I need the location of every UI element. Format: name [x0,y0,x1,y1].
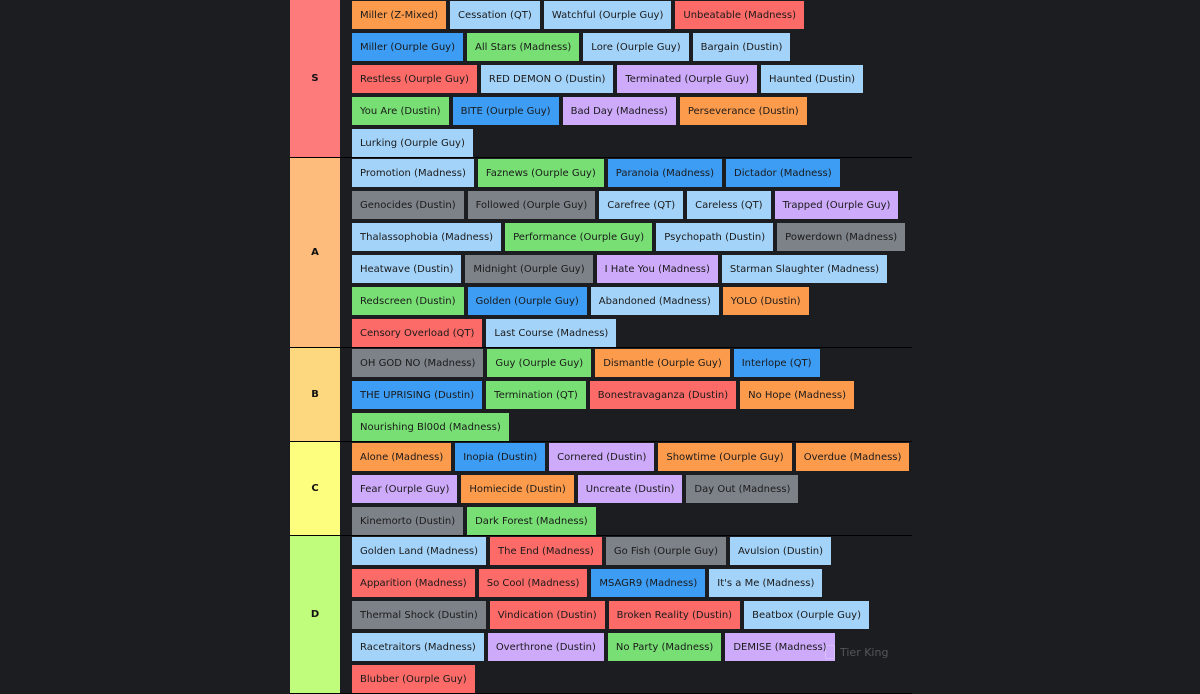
tier-item[interactable]: Terminated (Ourple Guy) [617,65,758,93]
tier-item[interactable]: Overthrone (Dustin) [487,633,604,661]
tier-item[interactable]: Powerdown (Madness) [777,223,906,251]
tier-item[interactable]: Dismantle (Ourple Guy) [595,349,730,377]
tier-item[interactable]: Midnight (Ourple Guy) [465,255,593,283]
tier-item[interactable]: Promotion (Madness) [352,159,474,187]
tier-item[interactable]: Perseverance (Dustin) [679,97,807,125]
tier-item[interactable]: Kinemorto (Dustin) [352,507,464,535]
tier-item[interactable]: BITE (Ourple Guy) [452,97,559,125]
tier-item[interactable]: Unbeatable (Madness) [675,1,804,29]
tier-item[interactable]: Carefree (QT) [599,191,684,219]
tier-item[interactable]: Termination (QT) [486,381,586,409]
tier-item[interactable]: Racetraitors (Madness) [352,633,484,661]
tier-item[interactable]: No Hope (Madness) [740,381,855,409]
tier-item[interactable]: Bad Day (Madness) [562,97,676,125]
tier-item[interactable]: Abandoned (Madness) [590,287,719,315]
tier-item[interactable]: Dark Forest (Madness) [467,507,596,535]
tier-label[interactable]: B [290,348,340,441]
tier-item[interactable]: Broken Reality (Dustin) [608,601,741,629]
tier-item[interactable]: MSAGR9 (Madness) [591,569,706,597]
tier-item[interactable]: Genocides (Dustin) [352,191,464,219]
tier-item[interactable]: Psychopath (Dustin) [656,223,774,251]
tier-item[interactable]: Careless (QT) [687,191,771,219]
tier-item[interactable]: Bonestravaganza (Dustin) [589,381,737,409]
tier-item[interactable]: Lurking (Ourple Guy) [352,129,473,157]
tier-item[interactable]: Uncreate (Dustin) [577,475,683,503]
tier-item[interactable]: Censory Overload (QT) [352,319,483,347]
tier-item[interactable]: Restless (Ourple Guy) [352,65,477,93]
tier-item[interactable]: Beatbox (Ourple Guy) [744,601,869,629]
tier-item[interactable]: Guy (Ourple Guy) [487,349,592,377]
tier-item[interactable]: Faznews (Ourple Guy) [477,159,604,187]
tier-item[interactable]: Overdue (Madness) [795,443,910,471]
tier-label[interactable]: C [290,442,340,535]
tier-item[interactable]: Heatwave (Dustin) [352,255,462,283]
watermark: Tier King [825,645,888,659]
tier-item[interactable]: Inopia (Dustin) [455,443,546,471]
tier-item[interactable]: Redscreen (Dustin) [352,287,464,315]
tier-items: Promotion (Madness) Faznews (Ourple Guy) P… [340,158,912,347]
tier-label[interactable]: D [290,536,340,693]
tier-items: Miller (Z-Mixed) Cessation (QT) Watchful (… [340,0,912,157]
tier-item[interactable]: Homiecide (Dustin) [461,475,574,503]
tier-item[interactable]: Avulsion (Dustin) [730,537,831,565]
tier-label[interactable]: S [290,0,340,157]
tier-item[interactable]: Lore (Ourple Guy) [583,33,689,61]
tier-item[interactable]: Starman Slaughter (Madness) [721,255,888,283]
tier-item[interactable]: Apparition (Madness) [352,569,475,597]
tier-item[interactable]: Bargain (Dustin) [692,33,791,61]
tier-item[interactable]: THE UPRISING (Dustin) [352,381,483,409]
tier-item[interactable]: Golden Land (Madness) [352,537,487,565]
tier-item[interactable]: So Cool (Madness) [478,569,588,597]
tier-list: S Miller (Z-Mixed) Cessation (QT) Watchful … [290,0,912,694]
tier-item[interactable]: Blubber (Ourple Guy) [352,665,475,693]
tier-item[interactable]: OH GOD NO (Madness) [352,349,484,377]
tier-items: Alone (Madness) Inopia (Dustin) Cornered (… [340,442,912,535]
tier-item[interactable]: The End (Madness) [490,537,602,565]
tier-item[interactable]: Miller (Z-Mixed) [352,1,447,29]
watermark-text: Tier King [840,645,889,659]
tier-item[interactable]: You Are (Dustin) [352,97,449,125]
tier-item[interactable]: Haunted (Dustin) [761,65,864,93]
tier-item[interactable]: Dictador (Madness) [726,159,840,187]
tier-item[interactable]: Trapped (Ourple Guy) [774,191,899,219]
tier-row-a: A Promotion (Madness) Faznews (Ourple Guy)… [290,158,912,348]
tier-item[interactable]: Thalassophobia (Madness) [352,223,502,251]
tier-item[interactable]: DEMISE (Madness) [725,633,835,661]
tier-item[interactable]: Go Fish (Ourple Guy) [605,537,726,565]
tier-king-logo-icon [825,645,835,659]
tier-item[interactable]: YOLO (Dustin) [722,287,809,315]
tier-row-s: S Miller (Z-Mixed) Cessation (QT) Watchful … [290,0,912,158]
tier-item[interactable]: Interlope (QT) [733,349,820,377]
tier-item[interactable]: Paranoia (Madness) [607,159,723,187]
tier-item[interactable]: Thermal Shock (Dustin) [352,601,486,629]
tier-item[interactable]: I Hate You (Madness) [596,255,718,283]
tier-item[interactable]: Performance (Ourple Guy) [505,223,653,251]
tier-item[interactable]: Nourishing Bl00d (Madness) [352,413,509,441]
tier-item[interactable]: Day Out (Madness) [686,475,799,503]
tier-item[interactable]: All Stars (Madness) [467,33,580,61]
tier-item[interactable]: Showtime (Ourple Guy) [658,443,792,471]
tier-item[interactable]: It's a Me (Madness) [709,569,823,597]
tier-row-b: B OH GOD NO (Madness) Guy (Ourple Guy) Dism… [290,348,912,442]
tier-item[interactable]: Watchful (Ourple Guy) [543,1,672,29]
tier-items: Golden Land (Madness) The End (Madness) Go… [340,536,912,693]
tier-item[interactable]: Followed (Ourple Guy) [467,191,596,219]
tier-item[interactable]: RED DEMON O (Dustin) [480,65,614,93]
tier-item[interactable]: Miller (Ourple Guy) [352,33,463,61]
tier-item[interactable]: Fear (Ourple Guy) [352,475,458,503]
tier-item[interactable]: No Party (Madness) [607,633,722,661]
tier-item[interactable]: Vindication (Dustin) [489,601,605,629]
tier-item[interactable]: Last Course (Madness) [486,319,617,347]
tier-item[interactable]: Cornered (Dustin) [549,443,655,471]
tier-item[interactable]: Alone (Madness) [352,443,452,471]
tier-label[interactable]: A [290,158,340,347]
tier-item[interactable]: Golden (Ourple Guy) [467,287,587,315]
tier-item[interactable]: Cessation (QT) [450,1,540,29]
tier-row-d: D Golden Land (Madness) The End (Madness) G… [290,536,912,694]
tier-items: OH GOD NO (Madness) Guy (Ourple Guy) Disma… [340,348,912,441]
tier-row-c: C Alone (Madness) Inopia (Dustin) Cornered … [290,442,912,536]
